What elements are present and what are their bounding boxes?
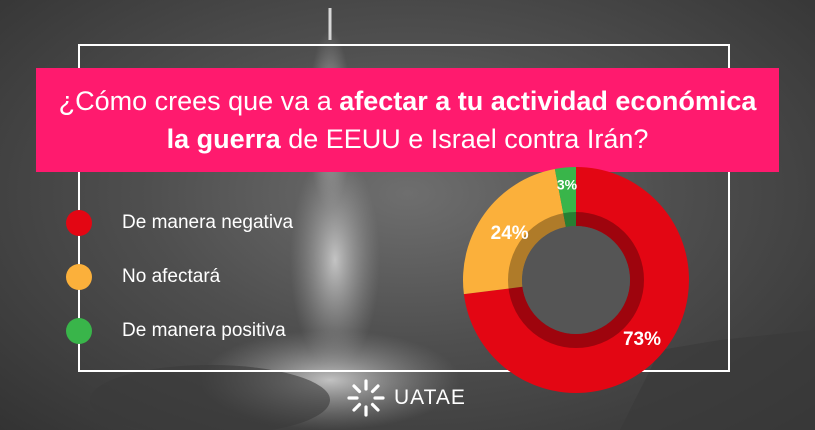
sunburst-logo-icon [347,379,385,417]
question-title: ¿Cómo crees que va a afectar a tu activi… [58,82,758,158]
donut-hole [522,226,630,334]
legend-dot-negative [66,210,92,236]
question-part-3: de EEUU e Israel contra Irán? [280,124,649,154]
donut-label-positive: 3% [557,176,578,192]
question-banner: ¿Cómo crees que va a afectar a tu activi… [36,68,779,172]
legend-label-negative: De manera negativa [122,212,294,233]
legend-label-positive: De manera positiva [122,320,286,341]
donut-slice-neutral [463,169,566,295]
legend-item-negative: De manera negativa [66,196,396,250]
donut-slice-positive [554,167,576,227]
legend-dot-neutral [66,264,92,290]
legend-item-neutral: No afectará [66,250,396,304]
donut-inner-shadow-ring [508,212,644,348]
donut-slice-negative [463,167,689,393]
legend-label-neutral: No afectará [122,266,221,287]
legend-item-positive: De manera positiva [66,304,396,358]
uatae-logo: UATAE [346,378,496,418]
brand-name: UATAE [394,386,466,409]
donut-label-neutral: 24% [491,223,529,244]
question-part-2-bold: afectar a tu actividad económica la guer… [166,86,757,154]
legend-dot-positive [66,318,92,344]
donut-label-negative: 73% [623,329,661,350]
white-frame [78,44,730,372]
question-part-1: ¿Cómo crees que va a [58,86,340,116]
chart-legend: De manera negativa No afectará De manera… [66,196,396,358]
